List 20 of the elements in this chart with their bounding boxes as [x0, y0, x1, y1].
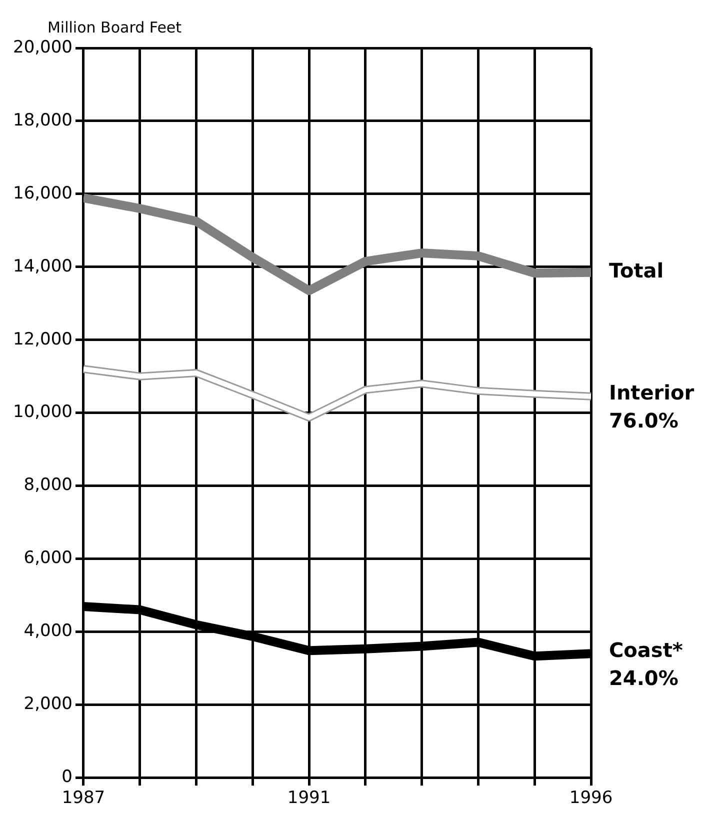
x-tick-label: 1987	[62, 788, 106, 808]
y-tick-label: 12,000	[13, 329, 72, 350]
y-tick-label: 4,000	[24, 621, 72, 642]
y-tick-label: 8,000	[24, 475, 72, 496]
y-tick-label: 10,000	[13, 402, 72, 422]
y-tick-label: 18,000	[13, 110, 72, 130]
annotation: 76.0%	[609, 408, 678, 433]
y-tick-label: 20,000	[13, 37, 72, 58]
y-axis-title: Million Board Feet	[47, 18, 182, 36]
series-label: Interior	[609, 380, 694, 405]
y-tick-label: 16,000	[13, 183, 72, 204]
series-label: Coast*	[609, 638, 684, 662]
series-label: Total	[609, 258, 664, 283]
annotation: 24.0%	[609, 666, 678, 690]
x-tick-label: 1996	[569, 788, 613, 808]
x-tick-label: 1991	[287, 788, 331, 808]
y-tick-label: 2,000	[24, 694, 72, 714]
y-tick-label: 14,000	[13, 256, 72, 276]
y-tick-label: 0	[62, 767, 72, 788]
y-tick-label: 6,000	[24, 548, 72, 568]
